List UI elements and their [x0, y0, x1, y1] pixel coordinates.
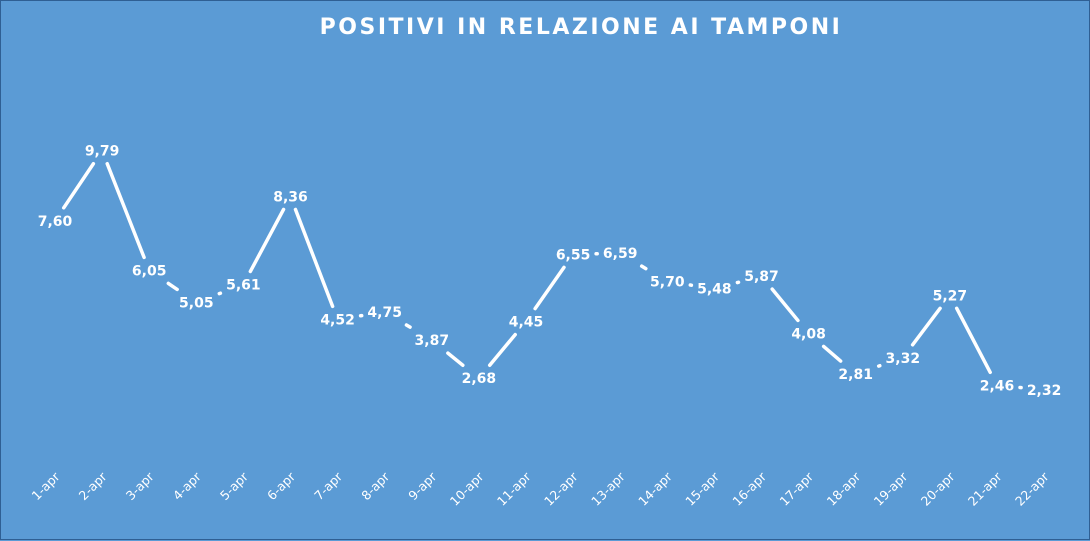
data-label: 4,75	[367, 305, 402, 321]
series-line-segment	[107, 164, 144, 258]
x-tick-label: 10-apr	[447, 468, 487, 508]
data-label: 6,59	[603, 246, 638, 262]
series-line-segment	[64, 164, 94, 208]
series-line-segment	[957, 308, 990, 372]
x-tick-label: 11-apr	[494, 468, 534, 508]
series-line-segment	[772, 289, 798, 320]
data-label: 9,79	[85, 144, 120, 160]
x-tick-label: 21-apr	[965, 468, 1005, 508]
series-line-segment	[490, 335, 515, 366]
series-line-segment	[168, 283, 177, 289]
data-label: 5,87	[744, 269, 779, 285]
data-label: 5,05	[179, 295, 214, 311]
x-tick-label: 9-apr	[405, 468, 440, 503]
x-tick-label: 5-apr	[217, 468, 252, 503]
data-label: 4,45	[509, 315, 544, 331]
x-tick-label: 4-apr	[170, 468, 205, 503]
x-tick-label: 19-apr	[871, 468, 911, 508]
series-line-segment	[535, 267, 564, 308]
data-label: 4,52	[320, 312, 355, 328]
x-tick-label: 15-apr	[682, 468, 722, 508]
x-tick-label: 22-apr	[1012, 468, 1052, 508]
data-label: 5,27	[933, 288, 968, 304]
data-label: 2,32	[1027, 383, 1062, 399]
series-line-segment	[406, 325, 410, 327]
series-line-segment	[913, 308, 940, 344]
data-label: 2,81	[838, 367, 873, 383]
x-axis-ticks: 1-apr 2-apr 3-apr 4-apr 5-apr 6-apr 7-apr 8-apr…	[29, 468, 1053, 508]
x-tick-label: 3-apr	[123, 468, 158, 503]
series-line-segment	[642, 266, 646, 268]
x-tick-label: 7-apr	[311, 468, 346, 503]
x-tick-label: 17-apr	[776, 468, 816, 508]
data-label: 2,46	[980, 378, 1015, 394]
x-tick-label: 8-apr	[358, 468, 393, 503]
drop-lines	[55, 163, 1044, 464]
data-label: 3,32	[886, 351, 921, 367]
data-label: 8,36	[273, 189, 308, 205]
series-line-segment	[295, 209, 332, 306]
data-label: 3,87	[415, 333, 450, 349]
x-tick-label: 1-apr	[29, 468, 64, 503]
data-label: 2,68	[462, 371, 497, 387]
data-label: 6,55	[556, 247, 591, 263]
x-tick-label: 13-apr	[588, 468, 628, 508]
data-label: 7,60	[38, 214, 73, 230]
data-label: 5,70	[650, 275, 685, 291]
series-line-segment	[824, 346, 841, 361]
x-tick-label: 18-apr	[824, 468, 864, 508]
x-tick-label: 12-apr	[541, 468, 581, 508]
x-tick-label: 14-apr	[635, 468, 675, 508]
data-labels: 7,60 9,79 6,05 5,05 5,61 8,36 4,52 4,75 3,87 2,68…	[38, 144, 1062, 399]
x-tick-label: 2-apr	[76, 468, 111, 503]
data-label: 6,05	[132, 263, 167, 279]
data-label: 5,48	[697, 282, 732, 298]
x-tick-label: 16-apr	[729, 468, 769, 508]
data-label: 4,08	[791, 326, 826, 342]
series-line-segment	[250, 209, 283, 271]
series-line	[64, 164, 1021, 388]
x-tick-label: 20-apr	[918, 468, 958, 508]
x-tick-label: 6-apr	[264, 468, 299, 503]
series-line-segment	[448, 353, 463, 365]
data-label: 5,61	[226, 277, 261, 293]
